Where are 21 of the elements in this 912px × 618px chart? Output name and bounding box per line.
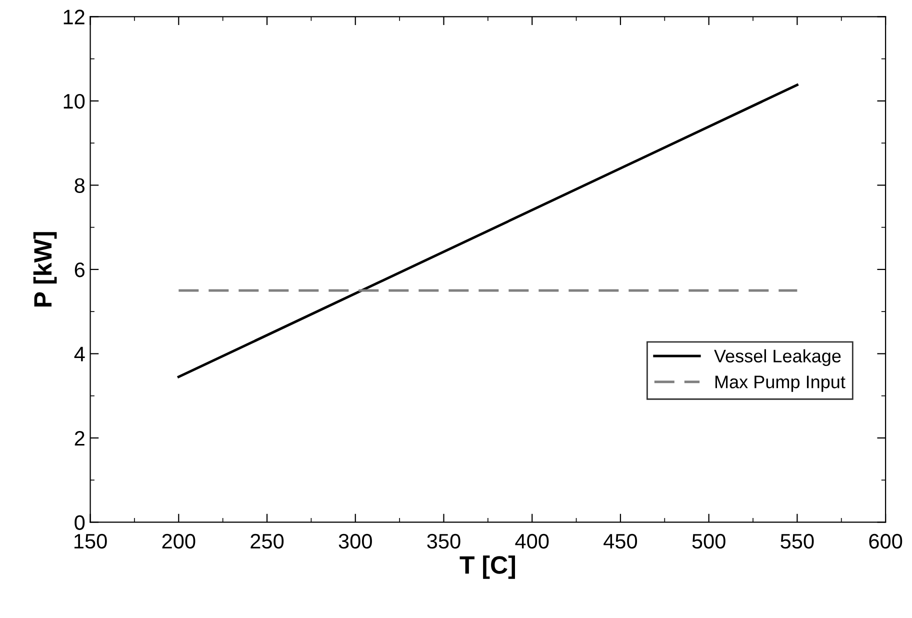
x-tick-label: 500	[692, 534, 726, 549]
y-tick-label: 0	[74, 515, 85, 530]
y-tick-label: 6	[74, 262, 85, 278]
x-tick-label: 250	[250, 534, 284, 549]
y-axis-title: P [kW]	[33, 232, 57, 306]
x-axis-title: T [C]	[460, 556, 515, 579]
x-tick-label: 200	[162, 534, 196, 549]
legend-label: Max Pump Input	[715, 376, 846, 392]
x-tick-label: 350	[427, 534, 460, 549]
y-tick-label: 8	[74, 178, 85, 193]
y-tick-label: 12	[64, 10, 84, 24]
legend-label: Vessel Leakage	[714, 349, 841, 366]
y-tick-label: 4	[74, 346, 85, 362]
x-tick-label: 400	[515, 534, 549, 549]
x-tick-label: 550	[780, 534, 814, 549]
x-tick-label: 300	[338, 534, 372, 549]
x-tick-label: 150	[74, 534, 107, 549]
x-tick-label: 600	[869, 534, 902, 549]
y-tick-label: 10	[64, 94, 85, 109]
x-tick-label: 450	[604, 534, 638, 549]
y-tick-label: 2	[74, 430, 84, 446]
